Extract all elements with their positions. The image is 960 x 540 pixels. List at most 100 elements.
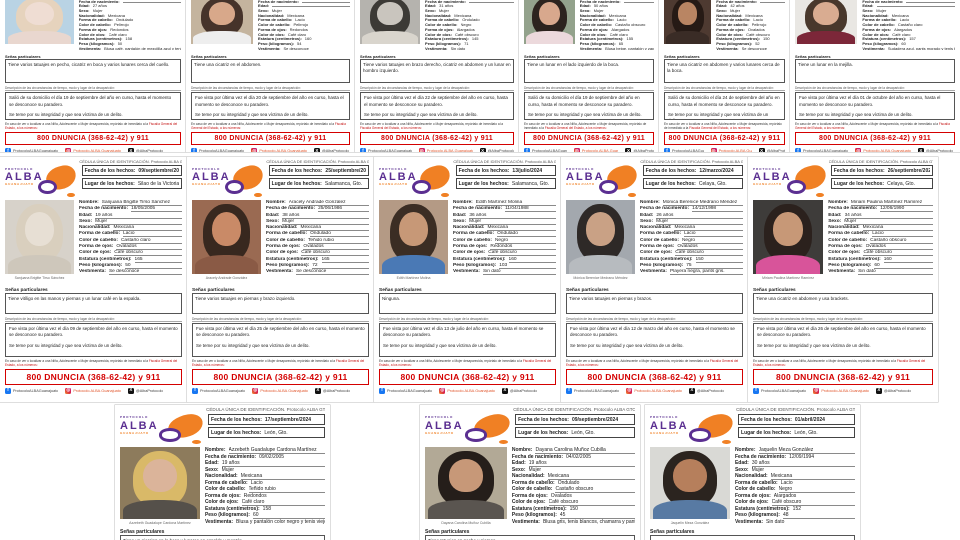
logo-protocolo-text: PROTOCOLO	[5, 166, 34, 171]
field-value: 103	[499, 263, 556, 269]
legal-notice: En caso de ver o localizar a una Niña, A…	[360, 122, 514, 130]
field-label: Estatura (centímetros):	[453, 256, 506, 262]
legal-notice-red-text: Fiscalía General del Estado, a los númer…	[795, 122, 950, 131]
field-label: Forma de cabello:	[734, 479, 778, 486]
incident-date-box: Fecha de los hechos: 17/septiembre/2024	[208, 414, 325, 425]
field-label: Color de cabello:	[640, 237, 679, 243]
field-value: Castaño obscuro	[870, 238, 933, 244]
person-photo	[5, 200, 75, 274]
x-handle: @AlbaProtocolo	[766, 148, 785, 152]
field-label: Vestimenta:	[79, 269, 106, 275]
legal-notice-text: En caso de ver o localizar a una Niña, A…	[192, 359, 335, 363]
field-row-estatura: Estatura (centímetros): 152	[735, 506, 855, 512]
senas-particulares-box: Tiene una cicatriz en abdomen y varios l…	[664, 59, 785, 84]
poster-body: CÉDULA ÚNICA DE IDENTIFICACIÓN. Protocol…	[664, 0, 785, 152]
field-row-peso: Peso (kilogramos): 45	[512, 512, 635, 519]
field-value: 72	[312, 263, 369, 269]
person-photo	[360, 0, 421, 44]
logo-alba-text: ALBA	[650, 419, 689, 432]
field-label: Nacionalidad:	[579, 12, 606, 18]
field-value: 54	[297, 41, 350, 46]
field-value: Mexicana	[300, 225, 369, 232]
field-row-color-cabello: Color de cabello: Negro	[735, 486, 855, 493]
field-label: Nacionalidad:	[425, 12, 452, 18]
field-value: 09/02/2005	[259, 454, 325, 460]
instagram-handle: Protocolo.ALBA.Guanajuato	[634, 388, 682, 393]
field-value: 11/04/1988	[505, 206, 556, 213]
instagram-icon: ◎	[251, 147, 258, 152]
field-value: Café claro	[892, 32, 955, 37]
field-value: Negro	[494, 238, 556, 244]
field-value: 145	[472, 36, 514, 41]
document-title: CÉDULA ÚNICA DE IDENTIFICACIÓN. Protocol…	[453, 159, 556, 164]
description-header: Descripción de las circunstancias de tie…	[664, 86, 785, 92]
field-label: Sexo:	[828, 218, 842, 224]
field-value: 26 años	[656, 213, 743, 219]
legal-notice-text: En caso de ver o localizar a una Niña, A…	[5, 359, 148, 363]
x-handle: @AlbaProtocolo	[633, 148, 654, 152]
alba-ring-icon	[412, 180, 432, 195]
photo-caption: Miriam Paulina Martínez Ramírez	[762, 275, 815, 280]
field-label: Nacionalidad:	[640, 225, 672, 231]
photo-face-shape	[25, 211, 54, 246]
field-label: Color de ojos:	[425, 31, 452, 37]
incident-date-value: 12/marzo/2024	[699, 167, 734, 174]
instagram-icon: ◎	[855, 147, 862, 152]
field-value: Miriam Paulina Martínez Ramírez	[850, 200, 933, 206]
field-row-sexo: Sexo: Mujer	[640, 219, 743, 225]
incident-description-1: Fue vista por última vez el día 12 de ma…	[570, 326, 735, 338]
logo-protocolo-text: PROTOCOLO	[753, 166, 782, 171]
legal-notice: En caso de ver o localizar a una Niña, A…	[664, 122, 785, 130]
poster-header: PROTOCOLO ALBA GUANAJUATO Fecha de los h…	[192, 163, 369, 197]
field-value: Blusa café, pantalón de mezclilla azul y…	[104, 45, 181, 51]
incident-description-2: Se teme por su integridad y que sea víct…	[528, 111, 642, 117]
field-row-nacionalidad: Nacionalidad: Mexicana	[580, 13, 654, 18]
document-title: CÉDULA ÚNICA DE IDENTIFICACIÓN. Protocol…	[828, 159, 933, 164]
senas-particulares-label: Señas particulares	[664, 54, 700, 60]
incident-description-1: Fue vista por última vez el día 13 de ju…	[383, 326, 544, 338]
x-handle: @AlbaProtocolo	[509, 388, 538, 393]
hotline-bar: 800 DNUNCIA (368-62-42) y 911	[524, 131, 654, 145]
field-label: Vestimenta:	[453, 269, 480, 275]
field-row-color-ojos: Color de ojos: Café claro	[258, 32, 350, 37]
field-value: 165	[134, 257, 182, 263]
senas-particulares-label: Señas particulares	[650, 529, 695, 535]
person-photo	[379, 200, 449, 274]
field-label: Peso (kilogramos):	[453, 262, 497, 268]
poster-body: CÉDULA ÚNICA DE IDENTIFICACIÓN. Protocol…	[191, 0, 350, 152]
incident-description-1: Fue vista por última vez el día 09 de se…	[9, 326, 178, 338]
field-value: Mujer	[594, 8, 654, 13]
description-header: Descripción de las circunstancias de tie…	[566, 317, 743, 322]
senas-particulares-box: Tiene un lunar en la mejilla.	[795, 59, 955, 84]
incident-description-box: Fue vista por última vez el día 13 de ju…	[379, 323, 556, 357]
field-label: Vestimenta:	[862, 45, 885, 51]
field-row-forma-cabello: Forma de cabello: Ondulado	[266, 231, 369, 238]
field-label: Color de cabello:	[453, 237, 492, 243]
hotline-bar: 800 DNUNCIA (368-62-42) y 911	[360, 131, 514, 145]
field-value: Mexicana	[892, 13, 955, 18]
photo-caption	[360, 46, 420, 51]
facebook-handle: ProtocoloALBAGuanajuato	[13, 388, 59, 393]
field-value: Redondos	[290, 27, 350, 32]
facebook-icon: f	[5, 387, 11, 394]
field-label: Peso (kilogramos):	[425, 40, 462, 46]
field-row-peso: Peso (kilogramos): 60	[862, 41, 955, 46]
field-label: Forma de cabello:	[579, 17, 614, 23]
legal-notice: En caso de ver o localizar a una Niña, A…	[753, 359, 933, 367]
senas-particulares-box: Tiene varios tatuajes en piernas y brazo…	[566, 293, 743, 314]
field-value: Café obscuro	[863, 250, 933, 257]
field-row-edad: Edad: 26 años	[640, 213, 743, 219]
legal-notice-text: En caso de ver o localizar a una Niña, A…	[524, 122, 647, 131]
field-value: Lacio	[872, 231, 933, 238]
instagram-icon: ◎	[626, 387, 633, 394]
photo-caption: Jaquelin Meza González	[670, 520, 710, 525]
photo-face-shape	[538, 2, 560, 25]
field-row-peso: Peso (kilogramos): 50	[79, 263, 182, 269]
field-value: 165	[321, 257, 369, 263]
field-row-color-ojos: Color de ojos: Café obscuro	[640, 250, 743, 257]
field-label: Forma de cabello:	[266, 231, 308, 237]
photo-face-shape	[586, 211, 615, 246]
description-header: Descripción de las circunstancias de tie…	[191, 86, 350, 92]
legal-notice-red-text: Fiscalía General del Estado, a los númer…	[5, 122, 178, 131]
field-label: Color de ojos:	[734, 499, 769, 505]
